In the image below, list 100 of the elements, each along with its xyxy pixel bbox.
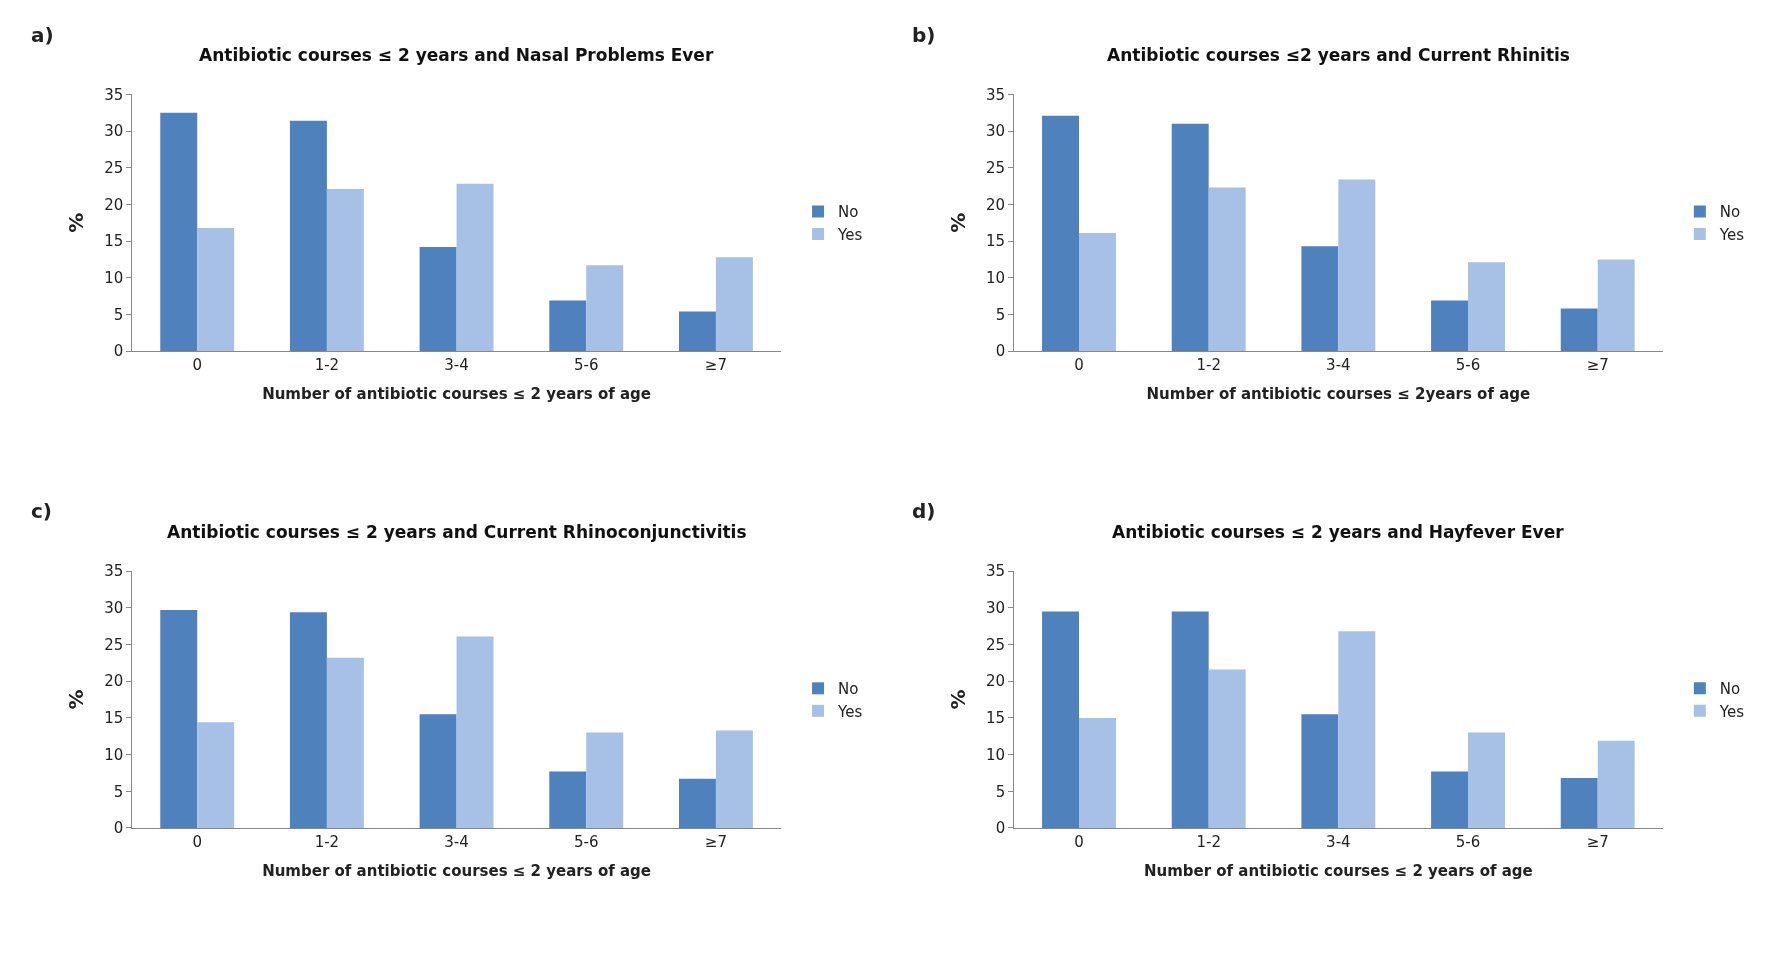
y-axis-title: %: [945, 212, 970, 233]
y-tick-label: 25: [104, 158, 124, 177]
bar: [160, 112, 198, 352]
y-tick-label: 20: [104, 195, 124, 214]
x-tick-label: 1-2: [314, 356, 340, 375]
y-tick-label: 15: [104, 232, 124, 251]
bar: [715, 730, 753, 828]
chart-title: Antibiotic courses ≤ 2 years and Nasal Problems Ever: [199, 45, 714, 65]
bar: [1079, 717, 1116, 828]
x-tick-label: 1-2: [314, 832, 340, 851]
bar: [1560, 778, 1598, 828]
x-tick-label: 3-4: [444, 832, 469, 851]
text: d): [912, 499, 936, 523]
x-axis-title: Number of antibiotic courses ≤ 2 years of age: [1143, 861, 1533, 880]
y-tick-label: 5: [113, 305, 124, 324]
bar: [1431, 771, 1469, 828]
legend-label: Yes: [1718, 702, 1745, 721]
x-tick-label: 5-6: [573, 356, 599, 375]
bar: [1042, 115, 1080, 352]
x-tick-label: 0: [1074, 832, 1084, 851]
chart-title: Antibiotic courses ≤2 years and Current Rhinitis: [1107, 45, 1570, 65]
y-tick-label: 25: [104, 635, 124, 654]
y-axis-title: %: [63, 212, 88, 233]
y-tick-label: 30: [986, 599, 1006, 618]
bar: [1301, 714, 1339, 828]
bar: [1042, 611, 1080, 828]
x-tick-label: 0: [192, 356, 202, 375]
bar: [1208, 187, 1246, 352]
bar: [197, 227, 235, 352]
y-tick-label: 0: [113, 819, 124, 838]
x-tick-label: 3-4: [444, 356, 469, 375]
legend-label: No: [1719, 203, 1741, 222]
x-tick-label: 5-6: [573, 832, 599, 851]
y-tick-label: 15: [104, 709, 124, 728]
bar: [1171, 123, 1209, 352]
y-tick-label: 30: [104, 122, 124, 141]
bar: [1431, 300, 1469, 352]
y-tick-label: 15: [986, 232, 1006, 251]
y-tick-label: 5: [995, 782, 1006, 801]
text: b): [912, 23, 936, 47]
x-axis-title: Number of antibiotic courses ≤ 2years of age: [1146, 385, 1531, 404]
y-tick-label: 30: [986, 122, 1006, 141]
y-tick-label: 20: [986, 672, 1006, 691]
y-tick-label: 10: [104, 745, 124, 764]
y-tick-label: 20: [104, 672, 124, 691]
bar: [1301, 246, 1339, 352]
text: a): [31, 23, 54, 47]
x-tick-label: 1-2: [1196, 832, 1221, 851]
legend-label: No: [1719, 680, 1741, 699]
bar: [1597, 740, 1635, 828]
bar: [586, 265, 624, 352]
bar: [678, 311, 716, 352]
y-tick-label: 25: [986, 635, 1006, 654]
x-tick-label: ≥7: [704, 832, 727, 851]
bar: [549, 300, 587, 352]
bar: [1560, 308, 1598, 352]
y-tick-label: 35: [104, 85, 124, 104]
y-tick-label: 0: [995, 342, 1006, 361]
bar: [1468, 262, 1505, 352]
bar: [419, 246, 457, 352]
bar: [289, 120, 327, 352]
x-tick-label: ≥7: [704, 356, 727, 375]
y-tick-label: 20: [986, 195, 1006, 214]
y-axis-title: %: [63, 689, 88, 710]
bar: [326, 657, 364, 828]
legend-label: No: [838, 203, 859, 222]
x-axis-title: Number of antibiotic courses ≤ 2 years of age: [262, 861, 651, 880]
bar: [419, 714, 457, 828]
y-tick-label: 30: [104, 599, 124, 618]
x-axis-title: Number of antibiotic courses ≤ 2 years of age: [262, 385, 651, 404]
legend-label: Yes: [837, 225, 863, 244]
legend-label: No: [838, 680, 859, 699]
bar: [1338, 631, 1376, 828]
x-tick-label: ≥7: [1586, 356, 1609, 375]
bar: [326, 188, 364, 352]
bar: [715, 257, 753, 352]
y-tick-label: 10: [986, 745, 1006, 764]
x-tick-label: 0: [1074, 356, 1084, 375]
y-axis-title: %: [945, 689, 970, 710]
bar: [549, 771, 587, 828]
text: c): [31, 499, 52, 523]
y-tick-label: 35: [986, 85, 1006, 104]
bar: [1079, 233, 1116, 352]
x-tick-label: 5-6: [1455, 832, 1481, 851]
x-tick-label: ≥7: [1586, 832, 1609, 851]
x-tick-label: 0: [192, 832, 202, 851]
y-tick-label: 15: [986, 709, 1006, 728]
bar: [1171, 611, 1209, 828]
legend-label: Yes: [837, 702, 863, 721]
y-tick-label: 5: [995, 305, 1006, 324]
bar: [1208, 669, 1246, 828]
chart-title: Antibiotic courses ≤ 2 years and Hayfever Ever: [1112, 522, 1565, 542]
bar: [289, 612, 327, 828]
x-tick-label: 3-4: [1326, 356, 1351, 375]
y-tick-label: 5: [113, 782, 124, 801]
y-tick-label: 35: [104, 562, 124, 581]
bar: [1468, 732, 1505, 828]
legend-label: Yes: [1718, 225, 1745, 244]
bar: [160, 610, 198, 828]
y-tick-label: 25: [986, 158, 1006, 177]
